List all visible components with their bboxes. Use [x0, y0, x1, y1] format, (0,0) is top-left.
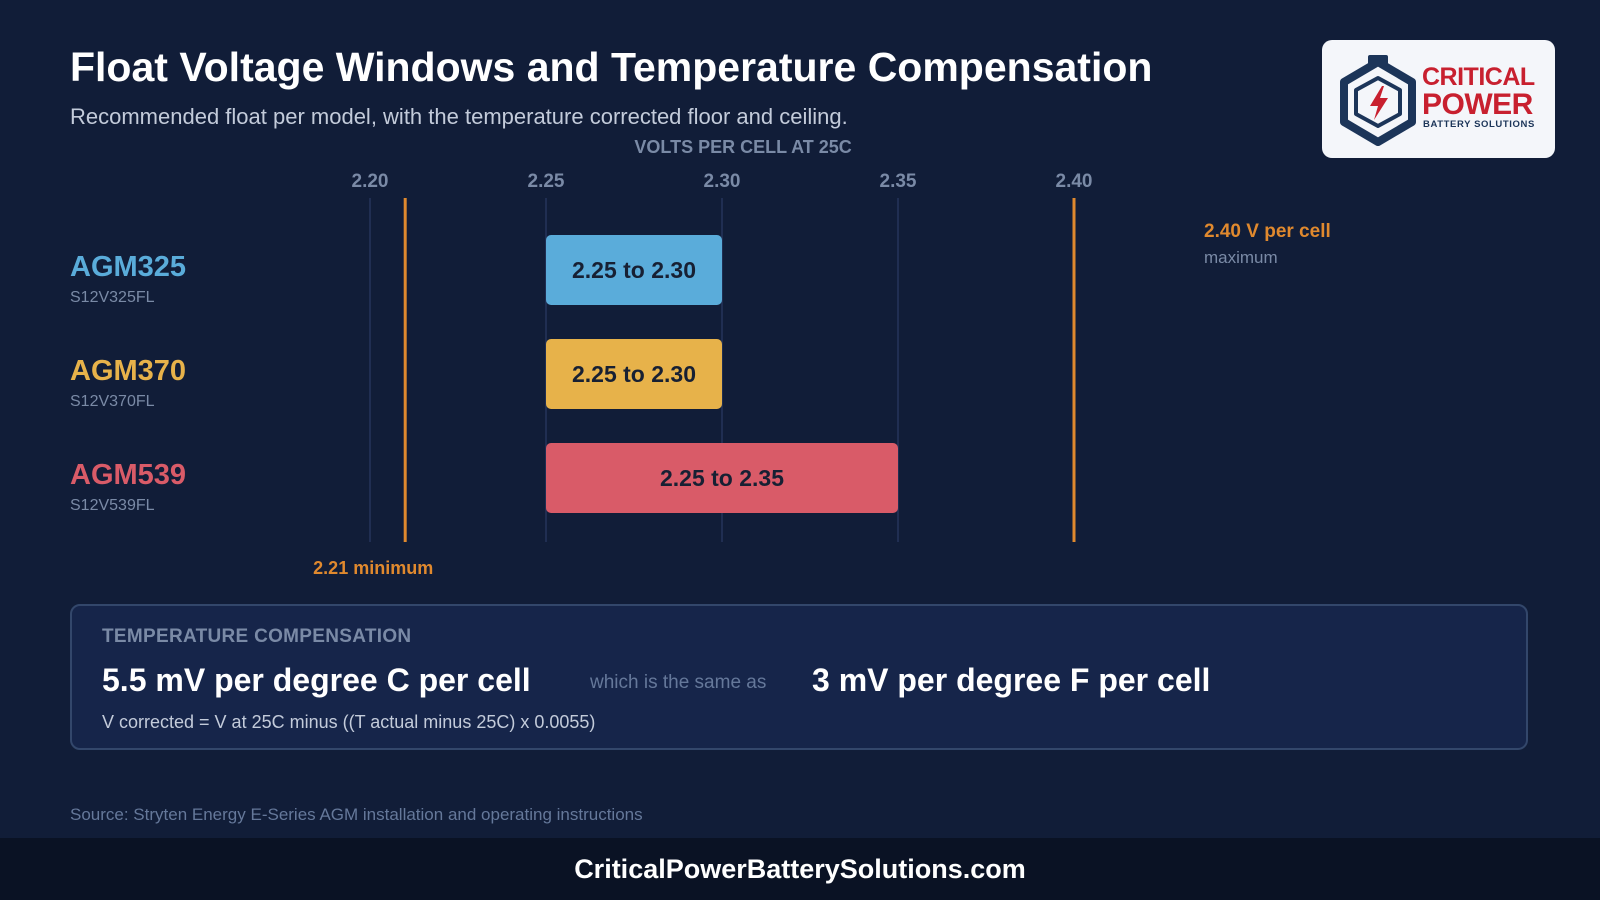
- compensation-per-f: 3 mV per degree F per cell: [812, 662, 1211, 698]
- series-model: S12V325FL: [70, 289, 155, 306]
- logo-text-battery-solutions: BATTERY SOLUTIONS: [1423, 119, 1535, 130]
- series-name: AGM539: [70, 459, 186, 491]
- page-title: Float Voltage Windows and Temperature Co…: [70, 44, 1153, 90]
- logo-text-critical: CRITICAL: [1422, 63, 1535, 91]
- compensation-formula: V corrected = V at 25C minus ((T actual …: [102, 712, 596, 732]
- battery-shield-icon: [1340, 55, 1416, 146]
- series-model: S12V370FL: [70, 393, 155, 410]
- x-axis-label: VOLTS PER CELL AT 25C: [634, 137, 851, 157]
- source-note: Source: Stryten Energy E-Series AGM inst…: [70, 805, 643, 824]
- company-logo: CRITICAL POWER BATTERY SOLUTIONS: [1322, 40, 1555, 158]
- series-name: AGM325: [70, 251, 186, 283]
- compensation-connector: which is the same as: [590, 672, 767, 693]
- maximum-reference-label: 2.40 V per cell: [1204, 221, 1331, 242]
- minimum-reference-label: 2.21 minimum: [313, 558, 433, 578]
- logo-text-power: POWER: [1422, 88, 1533, 121]
- temperature-heading: TEMPERATURE COMPENSATION: [102, 626, 412, 647]
- x-tick-label: 2.30: [704, 171, 741, 192]
- float-range-bar: [546, 235, 722, 305]
- maximum-reference-sublabel: maximum: [1204, 248, 1278, 267]
- bar-value-label: 2.25 to 2.30: [572, 361, 696, 387]
- footer-website: CriticalPowerBatterySolutions.com: [0, 838, 1600, 900]
- x-tick-label: 2.20: [352, 171, 389, 192]
- x-tick-label: 2.40: [1056, 171, 1093, 192]
- compensation-per-c: 5.5 mV per degree C per cell: [102, 662, 531, 698]
- page-subtitle: Recommended float per model, with the te…: [70, 104, 848, 129]
- bar-value-label: 2.25 to 2.35: [660, 465, 784, 491]
- float-range-bar: [546, 339, 722, 409]
- float-voltage-chart: VOLTS PER CELL AT 25C 2.20 2.25 2.30 2.35 2.4…: [70, 137, 1331, 578]
- x-tick-label: 2.25: [528, 171, 565, 192]
- series-model: S12V539FL: [70, 497, 155, 514]
- temperature-compensation-panel: TEMPERATURE COMPENSATION 5.5 mV per degr…: [70, 604, 1528, 750]
- float-range-bar: [546, 443, 898, 513]
- x-tick-label: 2.35: [880, 171, 917, 192]
- bar-value-label: 2.25 to 2.30: [572, 257, 696, 283]
- series-name: AGM370: [70, 355, 186, 387]
